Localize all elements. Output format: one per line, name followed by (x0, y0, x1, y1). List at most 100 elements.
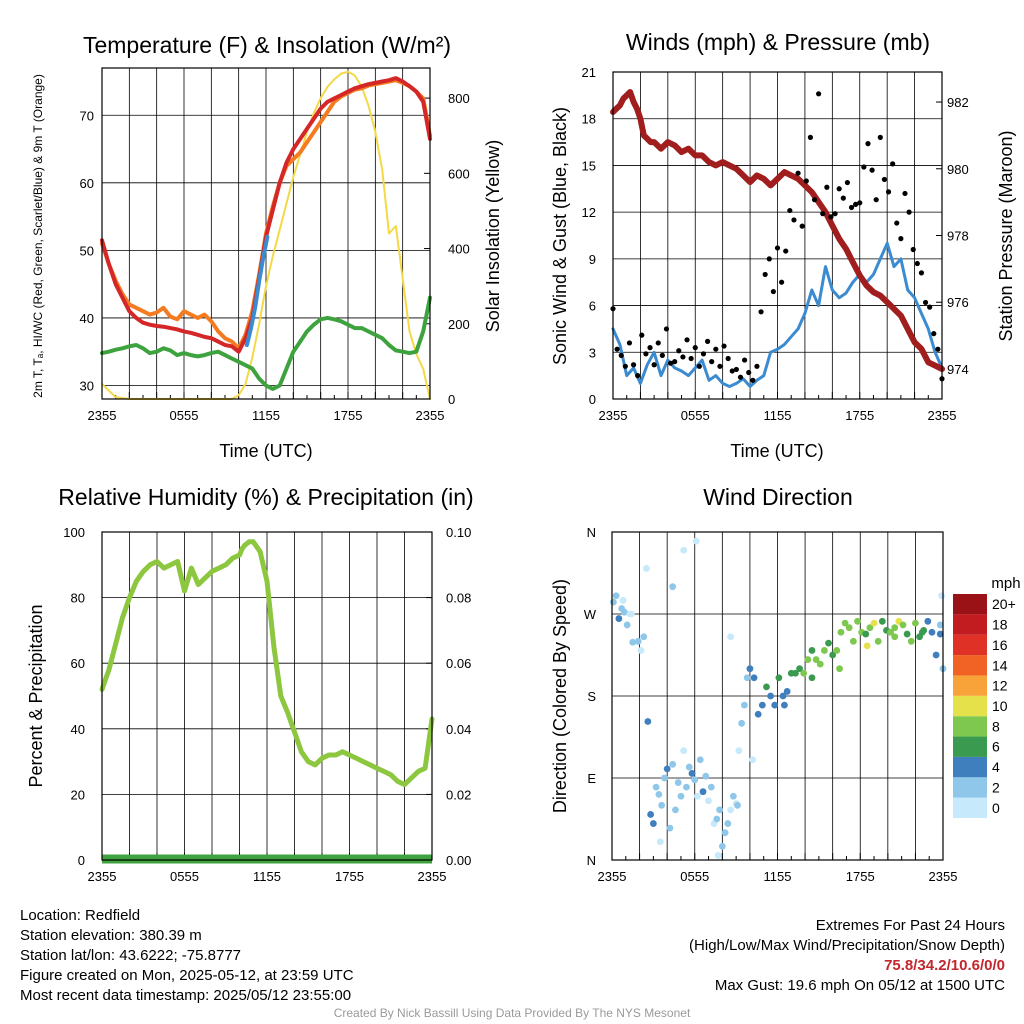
gust-point (746, 369, 752, 376)
x-tick-label: 1755 (334, 408, 363, 423)
gust-point (729, 368, 735, 374)
x-tick-label: 1155 (764, 408, 792, 423)
wind-direction-panel: Wind Direction 2355 0555 1155 1755 2355NESWN… (550, 484, 1021, 884)
direction-point (924, 617, 932, 625)
direction-point (874, 637, 882, 645)
pressure-y-axis-title: Station Pressure (Maroon) (996, 130, 1016, 341)
colorbar-cell (953, 594, 987, 615)
gust-point (737, 374, 744, 380)
y-tick-label: 12 (582, 205, 596, 220)
x-tick-label: 2355 (416, 408, 445, 423)
wind-direction-plot-frame (611, 531, 944, 861)
direction-point (623, 621, 631, 629)
direction-point (718, 842, 726, 850)
gust-point (811, 197, 818, 203)
gust-point (906, 209, 912, 215)
colorbar-label: 18 (992, 617, 1008, 633)
direction-point (734, 801, 741, 809)
y2-tick-label: 0.00 (446, 853, 471, 868)
series-line (100, 295, 432, 391)
temperature-y-axis-title: 2m T, Tₐ, HI/WC (Red, Green, Scarlet/Blu… (31, 74, 45, 398)
direction-point (669, 760, 677, 768)
gust-point (869, 167, 875, 173)
gust-point (733, 366, 739, 373)
direction-point (938, 592, 946, 600)
gust-point (725, 355, 731, 362)
colorbar-label: 6 (992, 739, 1000, 755)
gust-point (787, 207, 793, 214)
winds-y-axis-title: Sonic Wind & Gust (Blue, Black) (550, 107, 570, 365)
station-location: Location: Redfield (20, 907, 141, 924)
direction-point (647, 811, 655, 818)
gust-point (935, 346, 941, 352)
extremes-heading: Extremes For Past 24 Hours (815, 917, 1005, 934)
gust-point (873, 197, 879, 203)
direction-point (680, 747, 688, 755)
humidity-tick-labels: 2355 0555 1155 1755 23550204060801000.000.02… (63, 525, 471, 884)
winds-plot-frame (612, 71, 943, 400)
gust-point (635, 373, 641, 379)
direction-point (792, 669, 799, 677)
colorbar-cell (953, 675, 987, 696)
gust-point (692, 345, 698, 351)
humidity-plot-frame (101, 531, 433, 861)
y2-tick-label: 800 (448, 91, 470, 106)
gust-point (844, 179, 851, 186)
gust-point (774, 245, 781, 251)
gust-point (721, 343, 727, 349)
colorbar-title: mph (991, 575, 1020, 592)
gust-point (713, 346, 719, 352)
colorbar-label: 12 (992, 678, 1008, 694)
gust-point (918, 270, 925, 276)
figure-created: Figure created on Mon, 2025-05-12, at 23… (20, 967, 354, 984)
temperature-plot-area (100, 70, 432, 400)
direction-point (683, 783, 690, 791)
gust-point (704, 338, 711, 344)
direction-point (912, 619, 919, 627)
direction-point (729, 792, 737, 800)
gust-point (618, 352, 624, 358)
direction-point (680, 546, 688, 554)
max-gust: Max Gust: 19.6 mph On 05/12 at 1500 UTC (714, 977, 1005, 994)
direction-point (621, 608, 628, 616)
gust-point (914, 260, 920, 267)
gust-point (885, 189, 892, 195)
x-tick-label: 0555 (170, 869, 199, 884)
x-tick-label: 1755 (335, 869, 364, 884)
gust-point (655, 340, 661, 346)
gust-point (696, 363, 702, 369)
direction-point (713, 815, 721, 823)
y2-tick-label: 980 (947, 162, 969, 177)
direction-point (640, 633, 648, 641)
direction-point (644, 718, 652, 725)
direction-point (674, 779, 682, 786)
direction-point (870, 619, 878, 627)
gust-point (688, 355, 694, 362)
y-tick-label: S (587, 689, 596, 704)
humidity-line (99, 539, 435, 788)
gust-point (877, 134, 883, 140)
direction-point (721, 829, 729, 837)
colorbar-cell (953, 614, 987, 635)
direction-point (767, 692, 775, 700)
gust-point (820, 211, 826, 217)
direction-point (862, 630, 870, 638)
direction-point (780, 701, 788, 709)
direction-point (716, 806, 723, 814)
y-tick-label: 60 (71, 656, 85, 671)
gust-point (853, 201, 859, 207)
x-tick-label: 2355 (929, 869, 958, 884)
x-tick-label: 1155 (764, 869, 792, 884)
wind-direction-y-axis-title: Direction (Colored By Speed) (550, 579, 570, 813)
y-tick-label: N (587, 853, 596, 868)
y-tick-label: 15 (582, 158, 596, 173)
direction-point (692, 537, 700, 545)
recent-timestamp: Most recent data timestamp: 2025/05/12 2… (20, 987, 352, 1004)
y-tick-label: 6 (589, 299, 596, 314)
gust-point (922, 299, 929, 306)
winds-plot-area (610, 89, 945, 388)
colorbar-label: 14 (992, 657, 1008, 673)
extremes-values: 75.8/34.2/10.6/0/0 (884, 957, 1005, 974)
direction-point (672, 806, 679, 814)
